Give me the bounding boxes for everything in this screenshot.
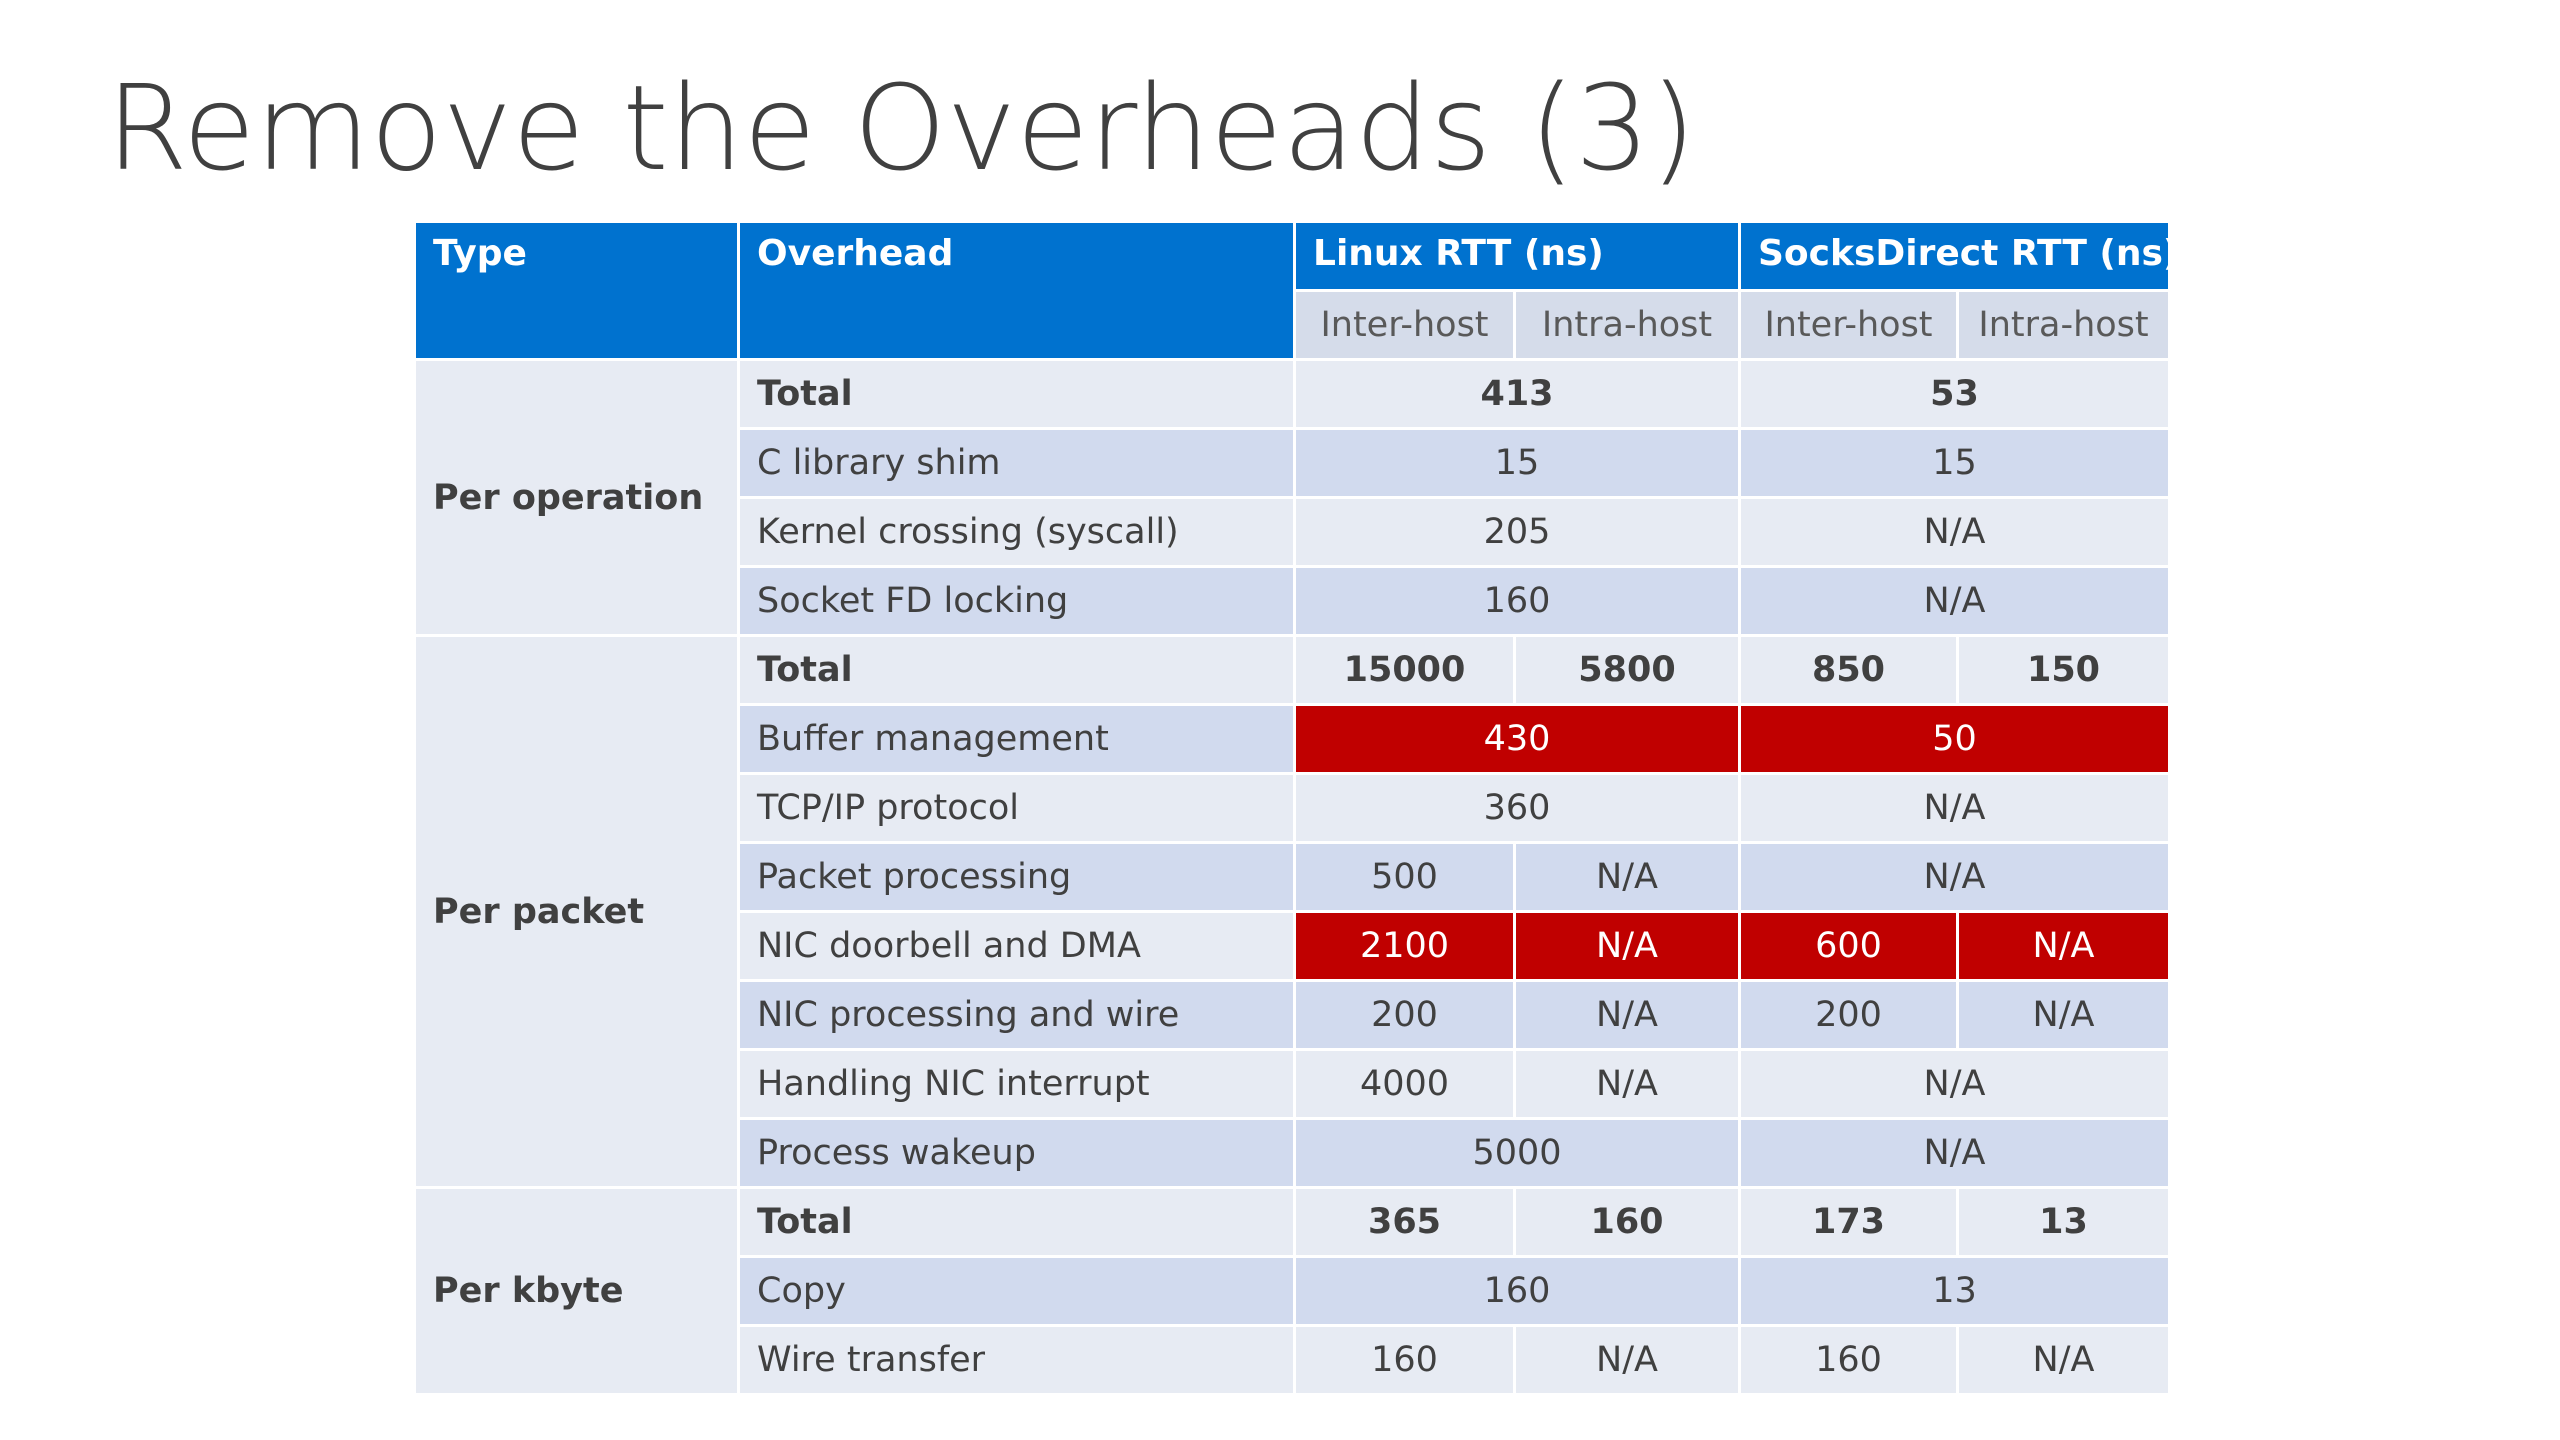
linux-inter-value-cell: 500 [1293,841,1516,913]
overhead-cell: Packet processing [737,841,1296,913]
overhead-cell: NIC doorbell and DMA [737,910,1296,982]
table-row: Socket FD locking 160 N/A [415,565,2172,637]
socksdirect-value-cell: 15 [1737,427,2172,499]
overhead-cell: Total [737,358,1296,430]
linux-value-cell: 15 [1293,427,1741,499]
socksdirect-inter-value-cell: 850 [1738,634,1959,706]
linux-inter-value-cell: 160 [1293,1324,1516,1396]
table-row: Per packet Total 15000 5800 850 150 [413,634,2172,1189]
type-cell-per-operation: Per operation [413,358,740,637]
table-row: TCP/IP protocol 360 N/A [415,772,2172,844]
linux-intra-value-cell: N/A [1513,1324,1741,1396]
subheader-linux-intra-host: Intra-host [1513,289,1741,361]
table-row: Wire transfer 160 N/A 160 N/A [415,1324,2172,1396]
linux-value-cell: 360 [1293,772,1741,844]
linux-intra-value-cell: N/A [1513,979,1741,1051]
table-row: Kernel crossing (syscall) 205 N/A [415,496,2172,568]
subheader-socksdirect-intra-host: Intra-host [1955,289,2172,361]
overheads-table: Type Overhead Linux RTT (ns) SocksDirect… [413,220,2172,1396]
overhead-cell: Wire transfer [737,1324,1296,1396]
linux-value-cell: 205 [1293,496,1741,568]
subheader-socksdirect-inter-host: Inter-host [1738,289,1959,361]
socksdirect-value-cell: N/A [1737,496,2172,568]
socksdirect-intra-value-cell: 13 [1955,1186,2172,1258]
header-overhead: Overhead [737,220,1296,361]
overhead-cell: NIC processing and wire [737,979,1296,1051]
linux-inter-value-cell: 15000 [1293,634,1516,706]
socksdirect-value-cell: N/A [1737,841,2172,913]
socksdirect-intra-value-cell: N/A [1955,979,2172,1051]
table-row: NIC processing and wire 200 N/A 200 N/A [415,979,2172,1051]
socksdirect-value-cell-highlighted: 50 [1737,703,2172,775]
overhead-cell: Process wakeup [737,1117,1296,1189]
socksdirect-value-cell: N/A [1737,1048,2172,1120]
overhead-cell: C library shim [737,427,1296,499]
linux-intra-value-cell: 160 [1513,1186,1741,1258]
socksdirect-intra-value-cell: N/A [1955,1324,2172,1396]
table-row: Per operation Total 413 53 [413,358,2172,637]
socksdirect-inter-value-cell-highlighted: 600 [1738,910,1959,982]
overhead-cell: Buffer management [737,703,1296,775]
table-row: NIC doorbell and DMA 2100 N/A 600 N/A [415,910,2172,982]
socksdirect-value-cell: N/A [1737,1117,2172,1189]
table-row: Buffer management 430 50 [415,703,2172,775]
linux-intra-value-cell: N/A [1513,1048,1741,1120]
header-socksdirect-rtt: SocksDirect RTT (ns) [1737,220,2172,292]
linux-intra-value-cell: N/A [1513,841,1741,913]
linux-inter-value-cell: 200 [1293,979,1516,1051]
linux-value-cell: 160 [1293,1255,1741,1327]
table-row: Handling NIC interrupt 4000 N/A N/A [415,1048,2172,1120]
socksdirect-value-cell: N/A [1737,772,2172,844]
socksdirect-inter-value-cell: 173 [1738,1186,1959,1258]
socksdirect-inter-value-cell: 160 [1738,1324,1959,1396]
header-type: Type [413,220,740,361]
socksdirect-inter-value-cell: 200 [1738,979,1959,1051]
overhead-cell: Total [737,1186,1296,1258]
socksdirect-value-cell: 13 [1737,1255,2172,1327]
table-row: Packet processing 500 N/A N/A [415,841,2172,913]
socksdirect-value-cell: N/A [1737,565,2172,637]
slide-title: Remove the Overheads (3) [106,59,1697,197]
linux-value-cell: 5000 [1293,1117,1741,1189]
table-row: Per kbyte Total 365 160 173 13 [413,1186,2172,1396]
socksdirect-intra-value-cell: 150 [1955,634,2172,706]
linux-value-cell: 160 [1293,565,1741,637]
header-linux-rtt: Linux RTT (ns) [1293,220,1741,292]
overhead-cell: TCP/IP protocol [737,772,1296,844]
linux-inter-value-cell-highlighted: 2100 [1293,910,1516,982]
type-cell-per-kbyte: Per kbyte [413,1186,740,1396]
linux-value-cell: 413 [1293,358,1741,430]
socksdirect-value-cell: 53 [1737,358,2172,430]
overhead-cell: Kernel crossing (syscall) [737,496,1296,568]
socksdirect-intra-value-cell-highlighted: N/A [1955,910,2172,982]
linux-intra-value-cell: 5800 [1513,634,1741,706]
overhead-cell: Handling NIC interrupt [737,1048,1296,1120]
overhead-cell: Total [737,634,1296,706]
linux-value-cell-highlighted: 430 [1293,703,1741,775]
table-row: Process wakeup 5000 N/A [415,1117,2172,1189]
table-row: C library shim 15 15 [415,427,2172,499]
table-row: Copy 160 13 [415,1255,2172,1327]
overhead-cell: Socket FD locking [737,565,1296,637]
linux-intra-value-cell-highlighted: N/A [1513,910,1741,982]
subheader-linux-inter-host: Inter-host [1293,289,1516,361]
type-cell-per-packet: Per packet [413,634,740,1189]
linux-inter-value-cell: 4000 [1293,1048,1516,1120]
overhead-cell: Copy [737,1255,1296,1327]
linux-inter-value-cell: 365 [1293,1186,1516,1258]
